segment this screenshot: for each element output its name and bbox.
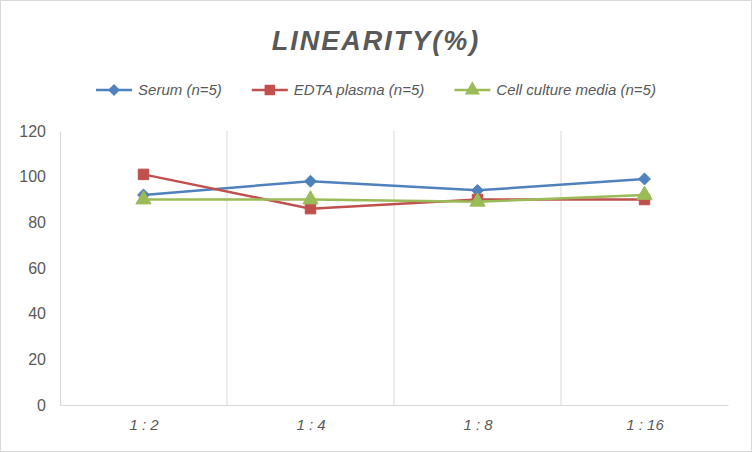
series-marker [303, 191, 318, 204]
x-tick: 1 : 4 [296, 405, 325, 433]
y-tick: 0 [37, 397, 60, 414]
legend: Serum (n=5) EDTA plasma (n=5) Cell culture… [96, 81, 656, 98]
legend-label: Cell culture media (n=5) [496, 81, 656, 98]
y-tick: 60 [28, 260, 60, 277]
y-tick-label: 120 [19, 123, 46, 140]
y-tick: 120 [19, 123, 60, 140]
chart-border [1, 1, 752, 452]
x-tick-label: 1 : 8 [463, 416, 493, 433]
legend-item: Serum (n=5) [96, 81, 222, 98]
y-tick: 80 [28, 214, 60, 231]
grid-line [227, 131, 228, 405]
x-axis: 1 : 2 1 : 4 1 : 8 1 : 16 [61, 405, 729, 433]
grid [227, 131, 561, 405]
y-tick: 40 [28, 305, 60, 322]
y-axis: 0 20 40 60 80 100 120 [19, 123, 60, 414]
y-tick-label: 20 [28, 351, 46, 368]
y-tick-label: 80 [28, 214, 46, 231]
x-tick-label: 1 : 2 [129, 416, 159, 433]
y-tick: 20 [28, 351, 60, 368]
legend-label: EDTA plasma (n=5) [294, 81, 424, 98]
series-line [144, 179, 645, 195]
x-tick-label: 1 : 16 [626, 416, 664, 433]
series-marker [305, 203, 315, 213]
y-tick-label: 0 [37, 397, 46, 414]
y-tick-label: 100 [19, 168, 46, 185]
x-tick: 1 : 16 [626, 405, 664, 433]
grid-line [394, 131, 395, 405]
series-marker [138, 169, 148, 179]
chart-title: LINEARITY(%) [272, 26, 481, 56]
plot-area [136, 169, 652, 214]
x-tick-label: 1 : 4 [296, 416, 325, 433]
x-tick: 1 : 8 [463, 405, 493, 433]
legend-marker [108, 84, 120, 96]
series-marker [470, 193, 485, 206]
grid-line [561, 131, 562, 405]
legend-item: EDTA plasma (n=5) [252, 81, 424, 98]
series-line [144, 174, 645, 208]
chart: LINEARITY(%)0204060801001201 : 21 : 41 :… [0, 0, 752, 452]
y-axis-line [60, 132, 61, 406]
x-axis-line [61, 405, 729, 406]
legend-marker [465, 81, 480, 94]
y-tick-label: 40 [28, 305, 46, 322]
y-tick-label: 60 [28, 260, 46, 277]
legend-item: Cell culture media (n=5) [454, 81, 656, 98]
series-marker [639, 173, 651, 185]
series-line [144, 195, 645, 202]
legend-marker [265, 85, 275, 95]
series-marker [637, 186, 652, 199]
legend-label: Serum (n=5) [138, 81, 222, 98]
series-marker [305, 175, 317, 187]
series-marker [136, 191, 151, 204]
x-tick: 1 : 2 [129, 405, 159, 433]
y-tick: 100 [19, 168, 60, 185]
